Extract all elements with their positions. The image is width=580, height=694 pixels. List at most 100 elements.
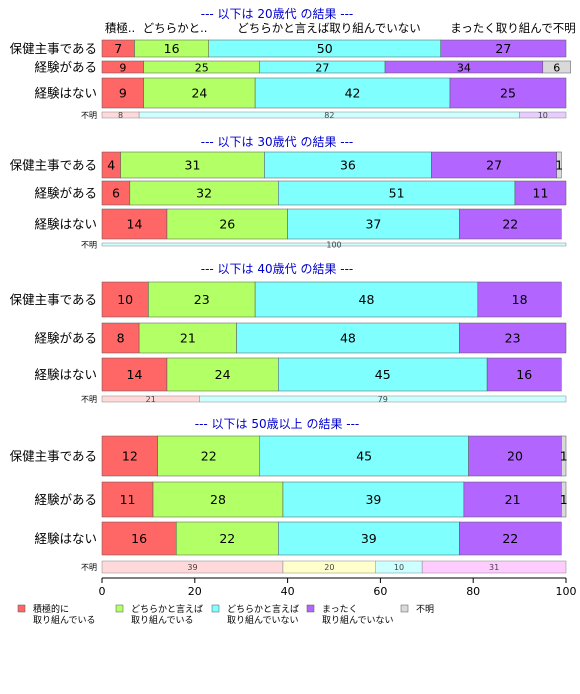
bar-segment — [157, 435, 261, 477]
legend-label: 取り組んでいる — [131, 614, 194, 626]
data-label: 23 — [194, 292, 210, 307]
row-label: 経験がある — [34, 60, 97, 75]
legend-swatch — [115, 604, 124, 613]
legend-label: 取り組んでいる — [33, 614, 96, 626]
data-label: 20 — [507, 449, 523, 464]
column-header: 積極.. — [105, 21, 135, 35]
data-label: 25 — [195, 62, 209, 75]
row-label: 経験がある — [34, 186, 97, 201]
data-label: 9 — [119, 62, 126, 75]
data-label: 22 — [502, 217, 518, 232]
row-label: 経験はない — [34, 367, 97, 382]
data-label: 25 — [500, 86, 516, 101]
x-tick-label: 20 — [188, 585, 202, 598]
legend-label: 取り組んでいない — [227, 614, 299, 626]
bar-segment — [254, 77, 451, 109]
data-label: 14 — [127, 217, 143, 232]
data-label: 6 — [112, 186, 120, 201]
bar-segment — [129, 180, 279, 206]
unknown-data-label: 20 — [324, 563, 334, 572]
data-label: 51 — [389, 186, 405, 201]
unknown-data-label: 10 — [394, 563, 404, 572]
data-label: 12 — [122, 449, 138, 464]
row-label: 保健主事である — [10, 292, 97, 307]
data-label: 42 — [345, 86, 361, 101]
bar-segment — [278, 180, 516, 206]
data-label: 34 — [457, 62, 471, 75]
bar-segment — [463, 481, 562, 518]
legend-label: どちらかと言えば — [227, 603, 299, 615]
legend-label: どちらかと言えば — [131, 603, 203, 615]
legend-label: 積極的に — [33, 603, 69, 615]
bar-segment — [278, 521, 460, 556]
data-label: 26 — [219, 217, 235, 232]
unknown-data-label: 82 — [324, 111, 334, 120]
data-label: 21 — [180, 331, 196, 346]
bar-segment — [459, 521, 562, 556]
data-label: 1 — [560, 449, 568, 464]
data-label: 22 — [201, 449, 217, 464]
bar-segment — [101, 357, 168, 392]
unknown-data-label: 79 — [378, 395, 388, 404]
x-tick-label: 40 — [281, 585, 295, 598]
unknown-row-label: 不明 — [81, 241, 97, 250]
row-label: 経験はない — [34, 531, 97, 546]
bar-segment — [101, 481, 154, 518]
bar-segment — [101, 435, 158, 477]
bar-segment — [278, 357, 488, 392]
bar-segment — [152, 481, 284, 518]
unknown-bar-segment — [519, 111, 567, 119]
unknown-bar-segment — [421, 560, 567, 574]
unknown-row-label: 不明 — [81, 563, 97, 572]
bar-segment — [561, 435, 567, 477]
unknown-row-label: 不明 — [81, 395, 97, 404]
legend-label: 不明 — [416, 604, 434, 615]
panel-title: --- 以下は 30歳代 の結果 --- — [201, 135, 354, 149]
bar-segment — [287, 208, 460, 240]
data-label: 1 — [560, 492, 568, 507]
data-label: 37 — [365, 217, 381, 232]
bar-segment — [101, 208, 168, 240]
bar-segment — [440, 39, 567, 58]
row-label: 経験はない — [34, 217, 97, 232]
legend-label: まったく — [322, 604, 358, 615]
bar-segment — [561, 481, 567, 518]
data-label: 31 — [185, 158, 201, 173]
data-label: 9 — [119, 86, 127, 101]
data-label: 48 — [359, 292, 375, 307]
x-tick-label: 80 — [466, 585, 480, 598]
bar-segment — [468, 435, 562, 477]
bar-segment — [175, 521, 279, 556]
legend-swatch — [211, 604, 220, 613]
data-label: 11 — [533, 186, 549, 201]
column-header: まったく取り組んで不明 — [450, 21, 575, 35]
unknown-row-label: 不明 — [81, 111, 97, 120]
legend-label: 取り組んでいない — [322, 614, 394, 626]
row-label: 経験がある — [34, 492, 97, 507]
legend-swatch — [400, 604, 409, 613]
data-label: 18 — [512, 292, 528, 307]
bar-segment — [459, 208, 562, 240]
legend-swatch — [17, 604, 26, 613]
x-tick-label: 0 — [99, 585, 106, 598]
bar-segment — [101, 521, 177, 556]
data-label: 28 — [210, 492, 226, 507]
bar-segment — [120, 151, 265, 179]
row-label: 保健主事である — [10, 449, 97, 464]
data-label: 14 — [127, 367, 143, 382]
data-label: 39 — [361, 531, 377, 546]
unknown-data-label: 100 — [326, 241, 341, 250]
data-label: 1 — [555, 158, 563, 173]
row-label: 経験がある — [34, 331, 97, 346]
bar-segment — [254, 281, 479, 318]
panel-title: --- 以下は 20歳代 の結果 --- — [201, 7, 354, 21]
unknown-data-label: 31 — [489, 563, 499, 572]
data-label: 36 — [340, 158, 356, 173]
data-label: 16 — [516, 367, 532, 382]
bar-segment — [556, 151, 562, 179]
data-label: 32 — [196, 186, 212, 201]
legend-swatch — [306, 604, 315, 613]
bar-segment — [138, 322, 237, 354]
unknown-bar-segment — [101, 242, 567, 247]
data-label: 50 — [317, 41, 333, 56]
